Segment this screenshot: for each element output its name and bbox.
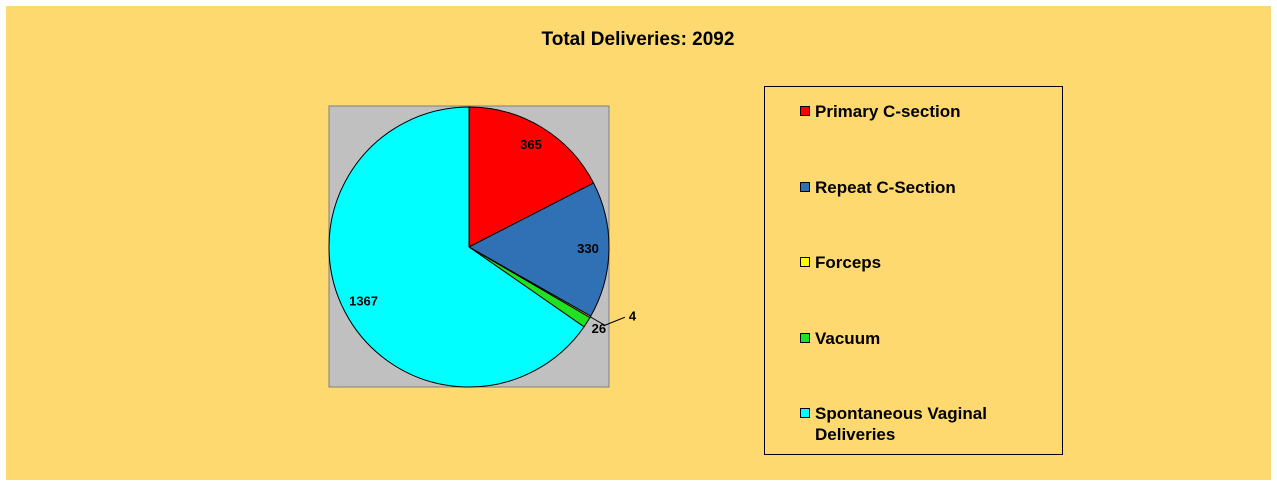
legend-swatch — [800, 257, 810, 267]
data-label: 26 — [592, 321, 606, 336]
legend-entry: Spontaneous Vaginal Deliveries — [800, 403, 1055, 445]
legend-label: Forceps — [815, 253, 882, 272]
legend-entry: Repeat C-Section — [800, 177, 1055, 198]
pie-slice — [328, 106, 585, 388]
legend-entry: Forceps — [800, 252, 1055, 273]
legend-swatch — [800, 332, 810, 343]
chart-title: Total Deliveries: 2092 — [542, 29, 735, 50]
data-label: 1367 — [349, 294, 378, 309]
legend-entry: Vacuum — [800, 328, 1055, 349]
legend-swatch — [800, 408, 810, 418]
pie-slice — [467, 182, 610, 317]
chart-panel — [6, 6, 1271, 480]
legend: Primary C-section Repeat C-Section Forceps… — [764, 86, 1063, 455]
data-label: 4 — [629, 309, 637, 324]
pie-slice — [468, 106, 595, 248]
legend-swatch — [800, 181, 810, 192]
data-label: 330 — [577, 241, 599, 256]
legend-label: Vacuum — [815, 328, 881, 348]
legend-label: Spontaneous Vaginal Deliveries — [815, 404, 987, 444]
data-label: 365 — [520, 137, 542, 152]
legend-label: Repeat C-Section — [815, 177, 956, 197]
legend-entry: Primary C-section — [800, 101, 1055, 122]
leader-line — [590, 316, 626, 326]
legend-swatch — [800, 106, 810, 116]
legend-label: Primary C-section — [815, 102, 961, 121]
